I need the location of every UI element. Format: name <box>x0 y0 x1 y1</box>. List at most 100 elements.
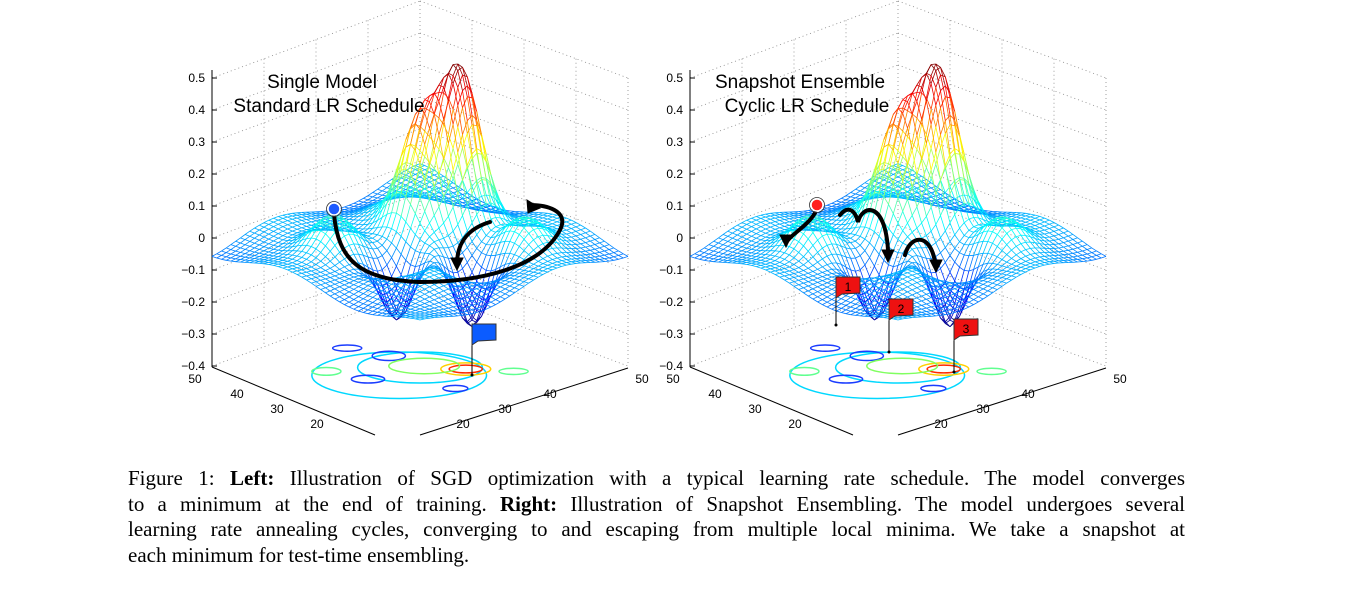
mesh-segment <box>448 97 454 110</box>
mesh-segment <box>424 301 430 304</box>
mesh-segment <box>481 266 487 271</box>
mesh-segment <box>495 234 501 244</box>
mesh-segment <box>400 196 407 217</box>
mesh-segment <box>575 240 581 245</box>
mesh-segment <box>287 257 293 260</box>
mesh-segment <box>1039 243 1045 249</box>
mesh-segment <box>344 233 350 237</box>
mesh-segment <box>424 181 430 190</box>
mesh-segment <box>727 237 733 242</box>
mesh-segment <box>538 227 543 230</box>
mesh-segment <box>419 272 425 275</box>
mesh-segment <box>434 309 439 312</box>
plot-right: 0.50.40.30.20.10−0.1−0.2−0.3−0.450403020… <box>659 0 1127 436</box>
mesh-segment <box>282 267 288 271</box>
mesh-segment <box>452 295 458 298</box>
mesh-segment <box>457 194 463 197</box>
mesh-segment <box>921 185 927 190</box>
mesh-segment <box>490 185 496 206</box>
mesh-segment <box>344 291 350 295</box>
mesh-segment <box>415 300 421 304</box>
mesh-segment <box>320 264 326 268</box>
mesh-segment <box>296 236 303 243</box>
mesh-segment <box>400 182 406 186</box>
mesh-segment <box>410 288 416 293</box>
mesh-segment <box>457 179 463 190</box>
mesh-segment <box>268 235 274 240</box>
mesh-segment <box>519 277 525 281</box>
mesh-segment <box>372 202 378 206</box>
mesh-segment <box>372 293 378 298</box>
mesh-segment <box>410 228 416 235</box>
mesh-segment <box>325 287 331 292</box>
mesh-segment <box>287 213 293 217</box>
mesh-segment <box>278 265 283 267</box>
mesh-segment <box>490 255 496 272</box>
mesh-segment <box>438 77 444 93</box>
mesh-segment <box>519 256 525 260</box>
mesh-segment <box>339 284 345 288</box>
mesh-segment <box>443 311 449 315</box>
mesh-segment <box>263 228 269 233</box>
mesh-segment <box>287 268 293 271</box>
mesh-segment <box>897 174 903 178</box>
mesh-segment <box>926 179 932 184</box>
mesh-segment <box>311 221 317 225</box>
mesh-segment <box>249 251 255 256</box>
mesh-segment <box>523 227 530 234</box>
mesh-segment <box>443 216 449 224</box>
mesh-segment <box>490 210 496 214</box>
mesh-segment <box>282 257 288 261</box>
mesh-segment <box>727 232 733 237</box>
mesh-segment <box>405 221 411 229</box>
mesh-segment <box>268 243 274 246</box>
mesh-segment <box>1039 216 1045 219</box>
mesh-segment <box>448 169 454 186</box>
mesh-segment <box>907 171 913 176</box>
mesh-segment <box>471 316 477 321</box>
mesh-segment <box>528 233 534 241</box>
mesh-segment <box>419 192 425 196</box>
mesh-segment <box>542 258 548 262</box>
mesh-segment <box>509 222 515 232</box>
mesh-segment <box>727 242 733 247</box>
mesh-segment <box>585 230 591 234</box>
mesh-segment <box>259 262 265 265</box>
mesh-segment <box>306 261 312 265</box>
mesh-segment <box>1053 244 1059 249</box>
mesh-segment <box>419 174 425 178</box>
mesh-segment <box>221 247 227 252</box>
mesh-segment <box>273 231 279 234</box>
mesh-segment <box>377 308 383 311</box>
mesh-segment <box>443 295 449 300</box>
mesh-segment <box>306 264 312 268</box>
mesh-segment <box>391 242 397 249</box>
mesh-segment <box>320 271 326 276</box>
mesh-segment <box>542 255 548 259</box>
mesh-segment <box>367 213 373 216</box>
mesh-segment <box>476 252 482 263</box>
mesh-segment <box>476 125 482 155</box>
mesh-segment <box>415 272 421 276</box>
mesh-segment <box>339 299 345 303</box>
mesh-segment <box>424 286 430 290</box>
mesh-segment <box>722 241 729 246</box>
mesh-segment <box>935 199 941 204</box>
mesh-segment <box>514 269 520 273</box>
mesh-segment <box>367 207 373 213</box>
mesh-segment <box>594 234 600 239</box>
mesh-segment <box>737 241 743 246</box>
mesh-segment <box>433 113 440 119</box>
mesh-segment <box>476 316 482 323</box>
mesh-segment <box>737 256 743 260</box>
mesh-segment <box>306 278 312 281</box>
mesh-segment <box>372 210 378 215</box>
mesh-segment <box>467 309 473 312</box>
mesh-segment <box>699 256 705 260</box>
gridline <box>419 32 629 111</box>
mesh-segment <box>434 247 440 250</box>
mesh-segment <box>396 302 402 306</box>
mesh-segment <box>467 316 473 323</box>
mesh-segment <box>386 196 392 215</box>
mesh-segment <box>367 279 373 282</box>
